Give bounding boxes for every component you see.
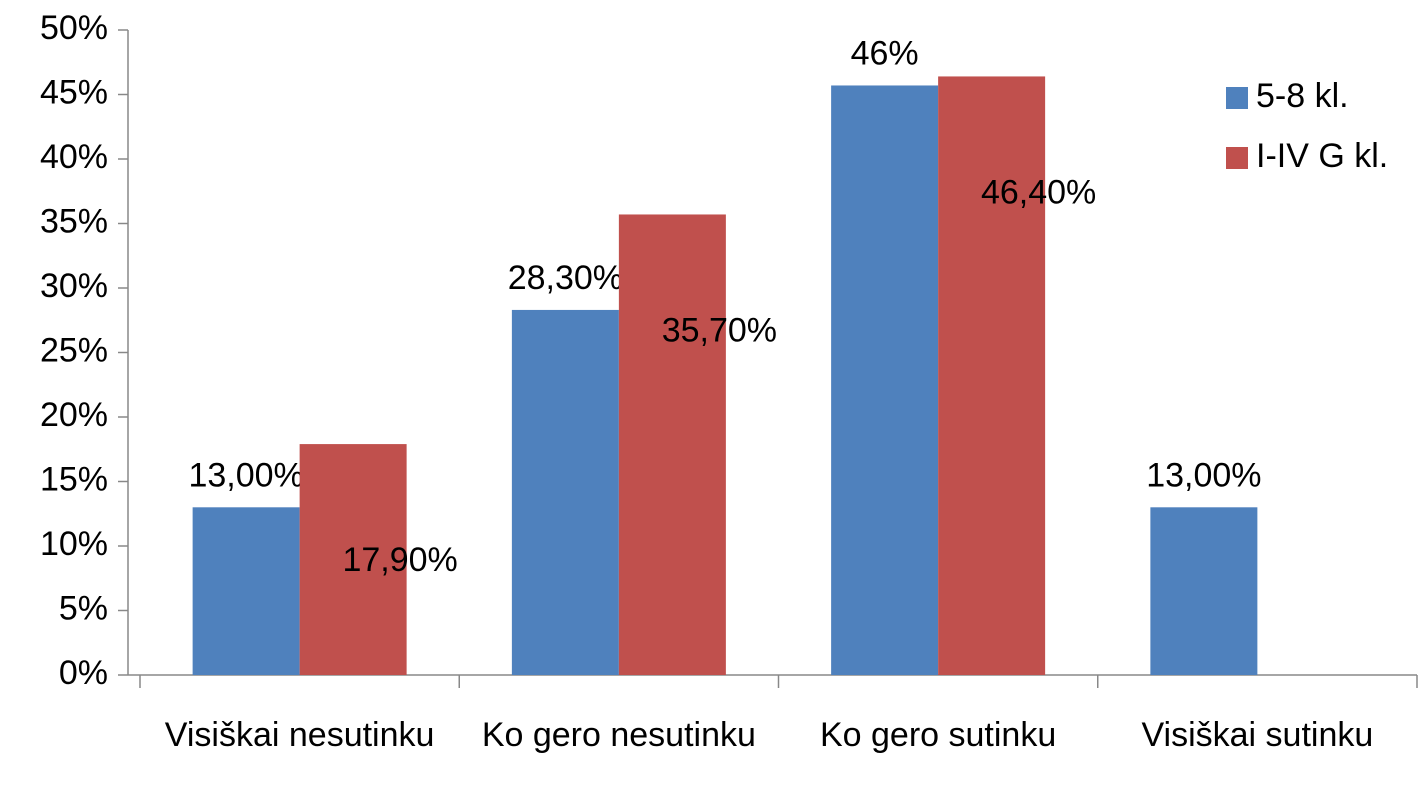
x-tick-label: Visiškai nesutinku [164,716,435,754]
bar [831,85,939,676]
legend-swatch [1226,87,1248,109]
y-tick-label: 15% [40,460,108,498]
y-tick-label: 10% [40,525,108,563]
y-tick-label: 0% [59,654,108,692]
y-tick-label: 5% [59,589,108,627]
y-tick-label: 20% [40,396,108,434]
data-label: 35,70% [662,311,777,349]
legend-label: I-IV G kl. [1256,137,1388,175]
data-label: 46,40% [981,173,1096,211]
y-tick-label: 50% [40,9,108,47]
y-tick-label: 45% [40,73,108,111]
bar [192,507,300,675]
x-tick-label: Ko gero nesutinku [481,716,756,754]
y-tick-label: 35% [40,202,108,240]
x-tick-label: Ko gero sutinku [819,716,1057,754]
data-label: 17,90% [342,541,457,579]
bar [618,214,726,675]
bar [938,76,1046,675]
x-tick-label: Visiškai sutinku [1141,716,1374,754]
legend-label: 5-8 kl. [1256,77,1349,115]
data-label: 46% [851,34,919,72]
bar [299,444,407,675]
data-label: 28,30% [508,259,623,297]
bar [511,309,619,675]
legend-swatch [1226,147,1248,169]
bar [1150,507,1258,675]
y-tick-label: 30% [40,267,108,305]
y-tick-label: 25% [40,331,108,369]
data-label: 13,00% [1146,456,1261,494]
data-label: 13,00% [188,456,303,494]
y-tick-label: 40% [40,138,108,176]
